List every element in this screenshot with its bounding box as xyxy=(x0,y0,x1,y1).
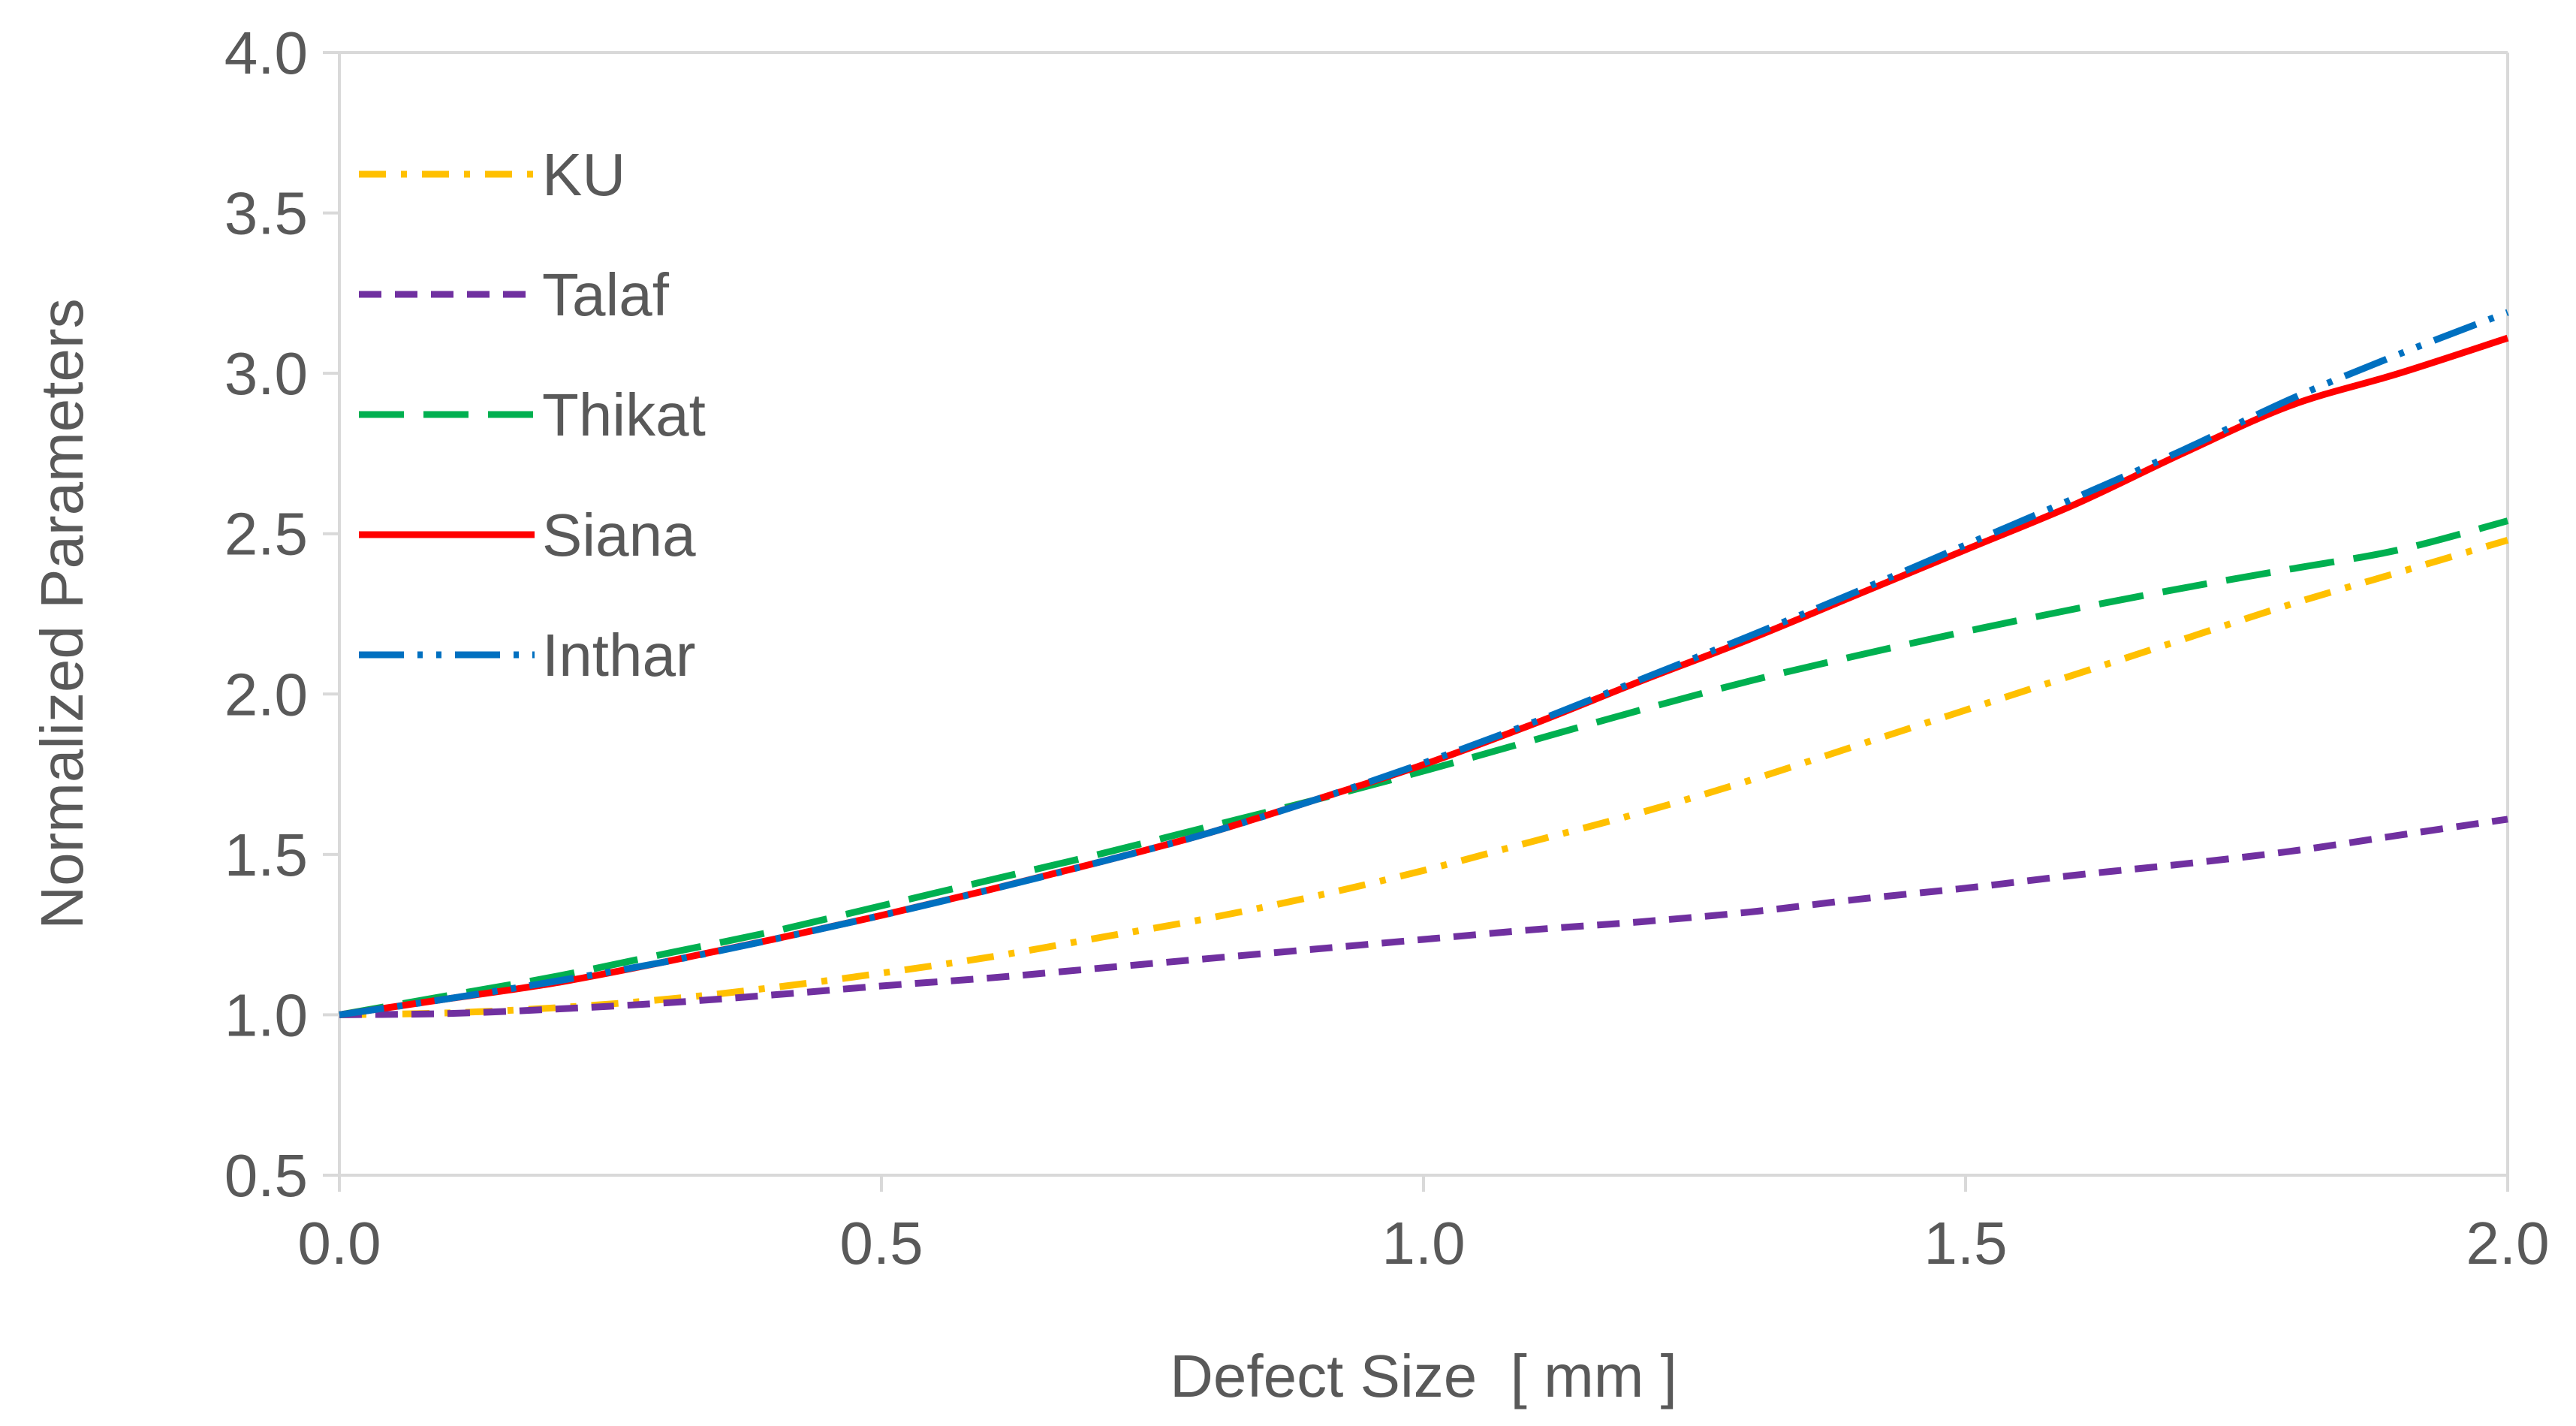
legend-item-siana: Siana xyxy=(359,502,696,568)
legend-label: Siana xyxy=(542,502,696,568)
legend-item-inthar: Inthar xyxy=(359,622,696,689)
y-axis-title: Normalized Parameters xyxy=(29,298,95,929)
axes-layer: 0.51.01.52.02.53.03.54.00.0 0.5 1.0 1.5 2.0 xyxy=(224,20,2550,1277)
x-tick-label: 0.0 xyxy=(297,1210,381,1277)
series-line-thikat xyxy=(339,517,2509,1018)
y-tick-label: 0.5 xyxy=(224,1142,308,1209)
series-line-siana xyxy=(339,334,2509,1018)
y-tick-label: 4.0 xyxy=(224,20,308,86)
y-tick-label: 2.0 xyxy=(224,661,308,728)
axis-labels: Defect Size [ mm ] Normalized Parameters xyxy=(29,298,1677,1409)
legend-item-thikat: Thikat xyxy=(359,381,706,448)
x-axis-title: Defect Size [ mm ] xyxy=(1170,1343,1677,1409)
x-tick-label: 2.0 xyxy=(2466,1210,2549,1277)
x-tick-label: 0.5 xyxy=(839,1210,923,1277)
legend-item-ku: KU xyxy=(359,141,625,208)
series-line-talaf xyxy=(339,816,2508,1018)
x-tick-label: 1.5 xyxy=(1924,1210,2007,1277)
y-tick-label: 3.0 xyxy=(224,340,308,407)
series-line-ku xyxy=(339,536,2509,1018)
y-tick-label: 3.5 xyxy=(224,180,308,247)
y-tick-label: 1.5 xyxy=(224,822,308,888)
series-layer xyxy=(339,309,2509,1018)
y-tick-label: 1.0 xyxy=(224,981,308,1048)
legend-label: Talaf xyxy=(542,261,670,328)
legend: KU Talaf Thikat Siana Inthar xyxy=(359,141,706,689)
legend-item-talaf: Talaf xyxy=(359,261,670,328)
y-tick-label: 2.5 xyxy=(224,501,308,568)
legend-label: KU xyxy=(542,141,625,208)
x-tick-label: 1.0 xyxy=(1381,1210,1465,1277)
legend-label: Inthar xyxy=(542,622,696,689)
legend-label: Thikat xyxy=(542,381,706,448)
